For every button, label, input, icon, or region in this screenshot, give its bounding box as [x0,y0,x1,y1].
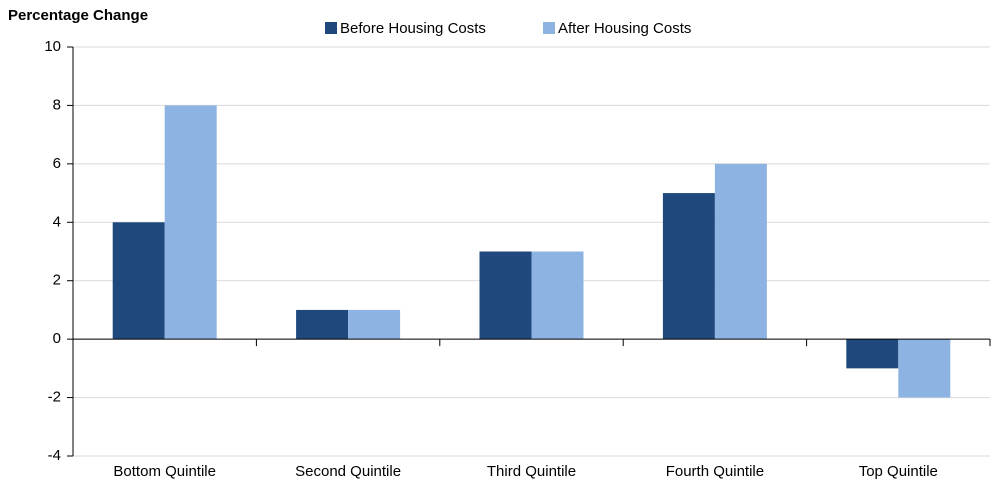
y-tick-label: -2 [48,389,61,406]
x-tick-label: Third Quintile [487,463,576,480]
y-tick-label: 2 [53,272,61,289]
bar [296,309,349,340]
y-tick-label: 4 [53,213,61,230]
bar [531,251,584,340]
x-tick-label: Bottom Quintile [113,463,216,480]
bar [112,222,165,340]
bar [846,339,899,369]
legend-label: Before Housing Costs [340,20,486,37]
bar [898,339,951,398]
bar [164,105,217,340]
x-tick-label: Top Quintile [859,463,938,480]
y-tick-label: 6 [53,155,61,172]
x-tick-label: Second Quintile [295,463,401,480]
x-tick-label: Fourth Quintile [666,463,764,480]
legend-swatch [543,22,555,34]
legend-label: After Housing Costs [558,20,691,37]
bar [714,163,767,340]
legend-swatch [325,22,337,34]
y-tick-label: -4 [48,447,61,464]
bar [479,251,532,340]
y-tick-label: 8 [53,96,61,113]
bar [348,309,401,340]
y-tick-label: 0 [53,330,61,347]
chart-title: Percentage Change [8,7,148,24]
y-tick-label: 10 [44,38,61,55]
bar [662,193,715,340]
